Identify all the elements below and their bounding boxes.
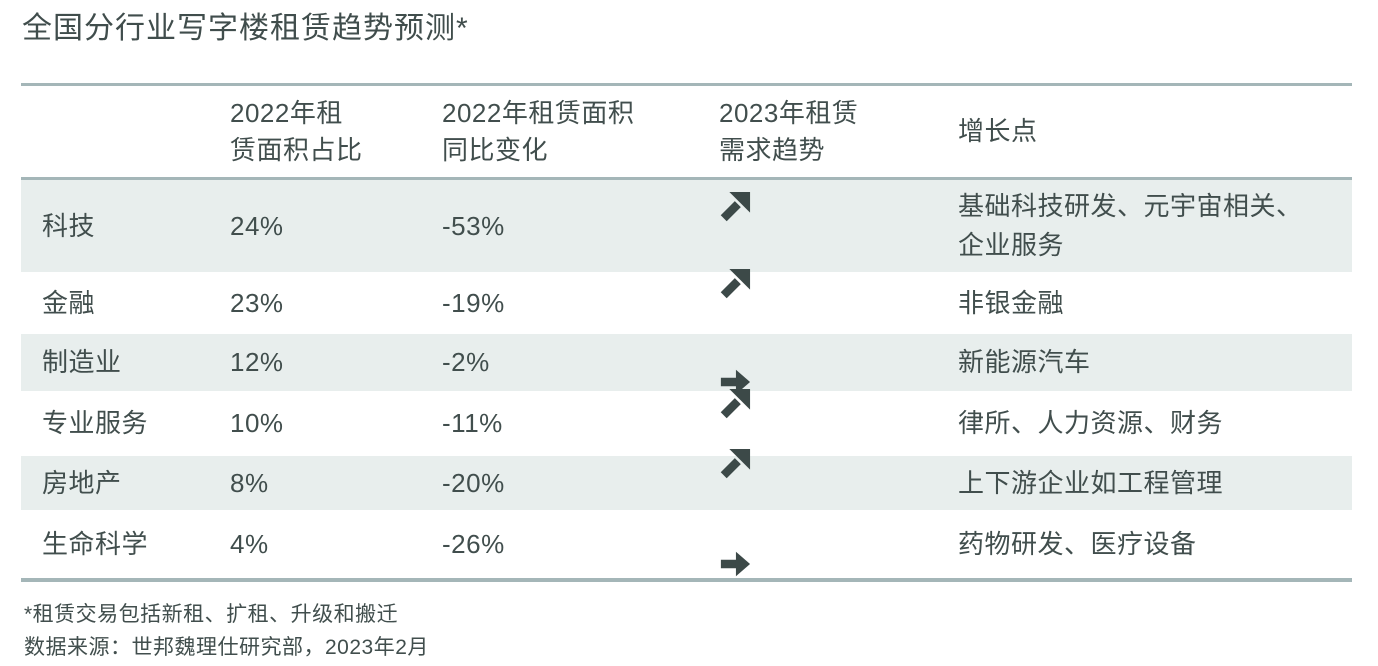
trend-up-right-arrow-icon [719, 388, 958, 420]
trend-up-right-arrow-icon [719, 191, 958, 223]
share-cell: 8% [230, 467, 269, 498]
share-cell: 12% [230, 347, 284, 377]
trend-right-arrow-icon [719, 548, 958, 580]
table-row: 金融 23% -19% 非银金融 [21, 268, 1352, 334]
growth-cell: 上下游企业如工程管理 [958, 467, 1224, 498]
header-growth-points: 增长点 [958, 116, 1038, 146]
industry-cell: 制造业 [42, 347, 122, 377]
yoy-cell: -11% [442, 408, 503, 438]
yoy-cell: -2% [442, 347, 490, 377]
header-share-2022: 2022年租 赁面积占比 [230, 97, 363, 165]
growth-cell: 新能源汽车 [958, 347, 1091, 377]
table-row: 制造业 12% -2% 新能源汽车 [21, 334, 1352, 395]
growth-cell: 基础科技研发、元宇宙相关、 企业服务 [958, 191, 1303, 260]
growth-cell: 药物研发、医疗设备 [958, 528, 1197, 559]
share-cell: 4% [230, 528, 269, 559]
leasing-trend-table: 2022年租 赁面积占比 2022年租赁面积 同比变化 2023年租赁 需求趋势… [21, 83, 1352, 582]
yoy-cell: -26% [442, 528, 505, 559]
header-yoy-change-2022: 2022年租赁面积 同比变化 [442, 97, 635, 165]
footnote-data-source: 数据来源：世邦魏理仕研究部，2023年2月 [24, 636, 429, 659]
share-cell: 24% [230, 210, 284, 241]
industry-cell: 房地产 [42, 467, 122, 498]
footnotes: *租赁交易包括新租、扩租、升级和搬迁 数据来源：世邦魏理仕研究部，2023年2月 [24, 598, 429, 664]
industry-cell: 金融 [42, 287, 96, 318]
share-cell: 23% [230, 287, 284, 318]
share-cell: 10% [230, 408, 284, 438]
trend-up-right-arrow-icon [719, 448, 958, 480]
header-demand-trend-2023: 2023年租赁 需求趋势 [719, 97, 859, 165]
growth-cell: 律所、人力资源、财务 [958, 408, 1224, 438]
table-row: 专业服务 10% -11% 律所、人力资源、财务 [21, 388, 1352, 456]
trend-right-arrow-icon [719, 366, 958, 398]
table-row: 生命科学 4% -26% 药物研发、医疗设备 [21, 510, 1352, 578]
industry-cell: 科技 [42, 210, 96, 241]
table-row: 科技 24% -53% 基础科技研发、元宇宙相关、 企业服务 [21, 180, 1352, 272]
industry-cell: 生命科学 [42, 528, 149, 559]
industry-cell: 专业服务 [42, 408, 149, 438]
table-row: 房地产 8% -20% 上下游企业如工程管理 [21, 448, 1352, 510]
trend-up-right-arrow-icon [719, 268, 958, 300]
table-body: 科技 24% -53% 基础科技研发、元宇宙相关、 企业服务 金融 23% -1… [21, 180, 1352, 582]
footnote-leasing-definition: *租赁交易包括新租、扩租、升级和搬迁 [24, 603, 399, 626]
figure-title: 全国分行业写字楼租赁趋势预测* [22, 12, 469, 45]
table-header-row: 2022年租 赁面积占比 2022年租赁面积 同比变化 2023年租赁 需求趋势… [21, 86, 1352, 180]
yoy-cell: -53% [442, 210, 505, 241]
yoy-cell: -19% [442, 287, 505, 318]
growth-cell: 非银金融 [958, 287, 1065, 318]
yoy-cell: -20% [442, 467, 505, 498]
